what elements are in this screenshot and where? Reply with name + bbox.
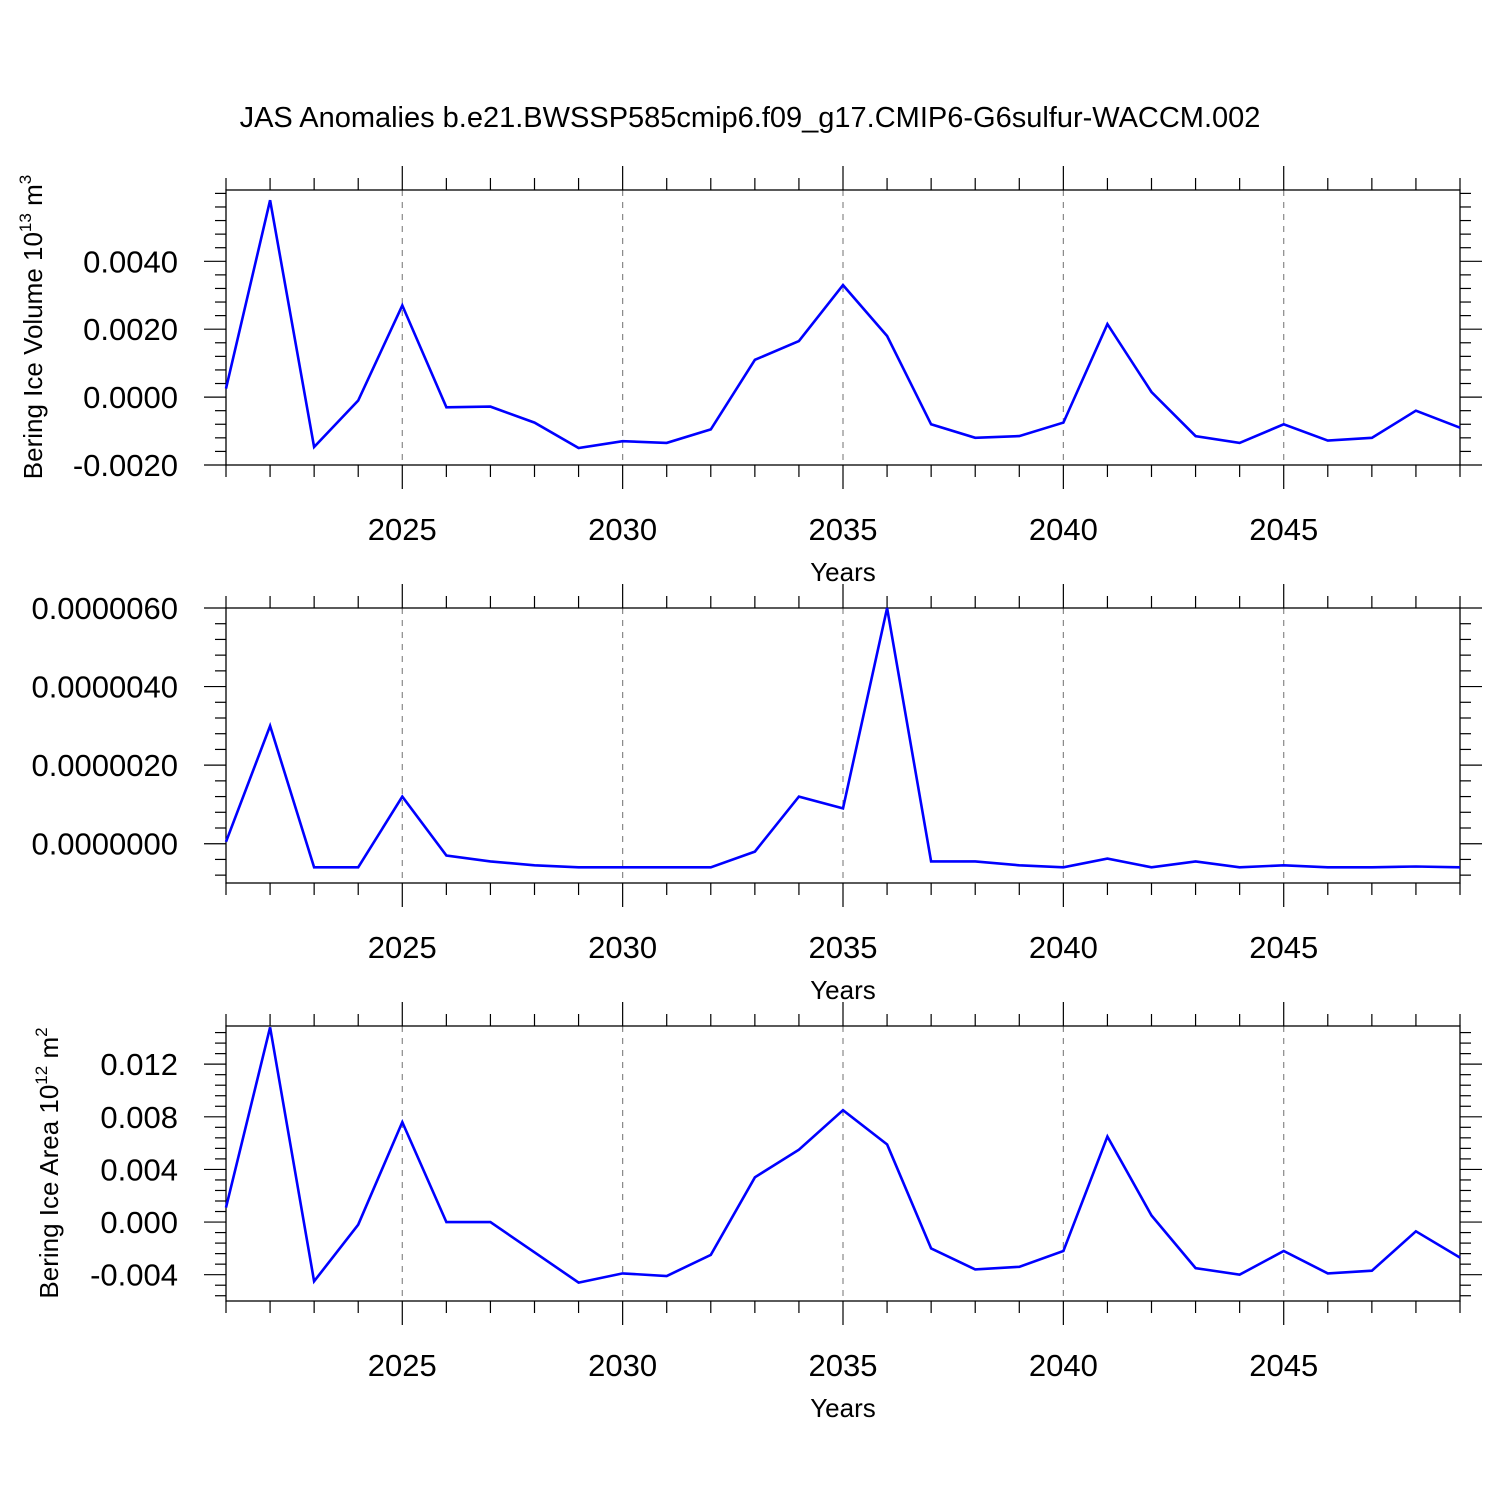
x-tick-label: 2030	[588, 512, 657, 547]
y-axis-title-unit: m	[18, 184, 48, 213]
x-tick-label: 2040	[1029, 512, 1098, 547]
x-tick-label: 2040	[1029, 1348, 1098, 1383]
y-tick-label: -0.004	[90, 1258, 178, 1293]
panel-ice-area: 2025 2030 2035 2040 2045 Years 0.012 0.008 0.004…	[32, 1002, 1482, 1423]
y-axis-title: Bering Ice Volume 1013 m3	[16, 175, 48, 479]
series-line	[224, 1026, 1461, 1285]
x-tick-label: 2035	[809, 930, 878, 965]
x-axis-title: Years	[810, 1393, 876, 1423]
panel-ice-volume: 2025 2030 2035 2040 2045 Years 0.0040 0.0020 0.0…	[16, 166, 1482, 587]
y-axis-title-unit-exponent: 2	[32, 1027, 51, 1036]
y-tick-label: 0.0000000	[31, 827, 178, 862]
y-tick-label: 0.0040	[83, 244, 178, 279]
x-axis-title: Years	[810, 975, 876, 1005]
y-axis-title-unit: m	[34, 1037, 64, 1066]
y-tick-label: 0.012	[100, 1047, 178, 1082]
x-tick-label: 2035	[809, 512, 878, 547]
y-tick-label: -0.0020	[73, 448, 178, 483]
y-axis-title-exponent: 13	[16, 213, 35, 232]
x-axis-title: Years	[810, 557, 876, 587]
y-tick-label: 0.008	[100, 1100, 178, 1135]
x-tick-label: 2025	[368, 512, 437, 547]
series-line	[224, 607, 1461, 869]
x-tick-label: 2045	[1249, 1348, 1318, 1383]
y-axis-title-unit-exponent: 3	[16, 175, 35, 184]
y-axis-title-exponent: 12	[32, 1066, 51, 1085]
y-tick-label: 0.000	[100, 1205, 178, 1240]
series-line	[224, 199, 1461, 450]
y-axis-title-main: Bering Ice Area 10	[34, 1085, 64, 1299]
y-tick-label: 0.0000020	[31, 748, 178, 783]
panel-middle: 2025 2030 2035 2040 2045 Years 0.0000060 0.0000…	[31, 584, 1482, 1005]
y-tick-label: 0.004	[100, 1152, 178, 1187]
x-tick-label: 2030	[588, 930, 657, 965]
x-tick-label: 2025	[368, 1348, 437, 1383]
x-tick-label: 2045	[1249, 930, 1318, 965]
y-tick-label: 0.0000	[83, 380, 178, 415]
chart-title: JAS Anomalies b.e21.BWSSP585cmip6.f09_g1…	[240, 102, 1261, 134]
x-tick-label: 2035	[809, 1348, 878, 1383]
x-tick-label: 2030	[588, 1348, 657, 1383]
y-tick-label: 0.0020	[83, 312, 178, 347]
y-tick-label: 0.0000040	[31, 670, 178, 705]
x-tick-label: 2045	[1249, 512, 1318, 547]
y-tick-label: 0.0000060	[31, 591, 178, 626]
y-axis-title: Bering Ice Area 1012 m2	[32, 1027, 64, 1298]
x-tick-label: 2040	[1029, 930, 1098, 965]
y-axis-title-main: Bering Ice Volume 10	[18, 232, 48, 479]
x-tick-label: 2025	[368, 930, 437, 965]
